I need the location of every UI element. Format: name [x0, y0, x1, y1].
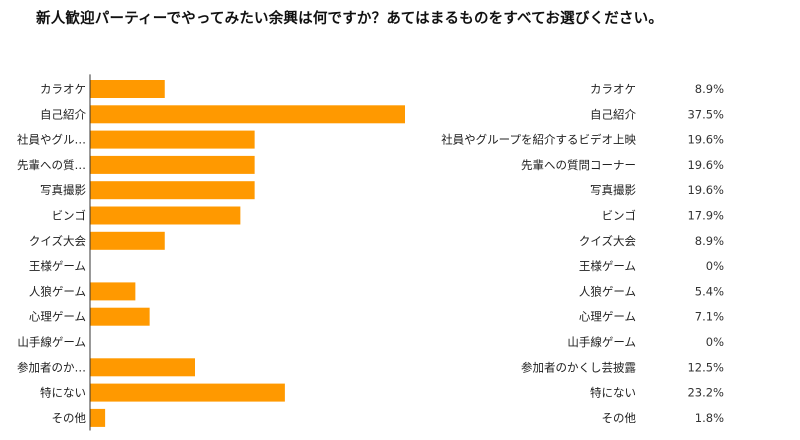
bar — [90, 282, 136, 301]
y-tick-label: 山手線ゲーム — [17, 335, 86, 349]
y-tick-label: 自己紹介 — [40, 107, 86, 121]
category-label: 心理ゲーム — [579, 310, 636, 324]
chart-title: 新人歓迎パーティーでやってみたい余興は何ですか？あてはまるものをすべてお選びくだ… — [36, 11, 664, 27]
y-tick-label: 参加者のか… — [17, 360, 86, 374]
value-label: 8.9% — [695, 82, 724, 96]
value-label: 12.5% — [687, 360, 724, 374]
category-label: 自己紹介 — [590, 107, 636, 121]
category-label: 特にない — [590, 386, 636, 400]
y-tick-label: 社員やグル… — [17, 133, 86, 147]
y-tick-label: 特にない — [40, 386, 86, 400]
value-label: 19.6% — [687, 133, 724, 147]
y-tick-label: ビンゴ — [52, 209, 87, 223]
right-category-labels-group: カラオケ自己紹介社員やグループを紹介するビデオ上映先輩への質問コーナー写真撮影ビ… — [441, 82, 636, 425]
bar — [90, 155, 255, 174]
bar — [90, 130, 255, 149]
bar — [90, 383, 285, 402]
value-label: 5.4% — [695, 284, 724, 298]
category-label: 山手線ゲーム — [567, 335, 636, 349]
y-tick-label: カラオケ — [40, 82, 86, 96]
category-label: 人狼ゲーム — [579, 284, 636, 298]
y-tick-label: クイズ大会 — [29, 234, 87, 248]
value-label: 1.8% — [695, 411, 724, 425]
bar — [90, 358, 195, 377]
value-label: 0% — [706, 259, 724, 273]
category-label: ビンゴ — [602, 209, 637, 223]
category-label: クイズ大会 — [579, 234, 637, 248]
value-label: 19.6% — [687, 183, 724, 197]
y-tick-label: 人狼ゲーム — [29, 284, 86, 298]
value-label: 8.9% — [695, 234, 724, 248]
y-tick-label: 写真撮影 — [40, 183, 86, 197]
bar — [90, 105, 405, 124]
y-tick-label: 心理ゲーム — [29, 310, 86, 324]
bar — [90, 408, 106, 427]
bar — [90, 181, 255, 200]
bar — [90, 206, 241, 225]
bars-group — [90, 80, 405, 427]
percentage-labels-group: 8.9% 37.5% 19.6% 19.6% 19.6% 17.9% 8.9% 0% 5.4% 7… — [687, 82, 724, 425]
category-label: カラオケ — [590, 82, 636, 96]
value-label: 37.5% — [687, 107, 724, 121]
value-label: 0% — [706, 335, 724, 349]
category-label: 社員やグループを紹介するビデオ上映 — [441, 133, 636, 147]
category-label: その他 — [602, 411, 637, 425]
category-label: 先輩への質問コーナー — [521, 158, 636, 172]
value-label: 17.9% — [687, 209, 724, 223]
y-tick-label: 王様ゲーム — [29, 259, 86, 273]
value-label: 7.1% — [695, 310, 724, 324]
category-label: 写真撮影 — [590, 183, 636, 197]
value-label: 19.6% — [687, 158, 724, 172]
bar — [90, 80, 165, 98]
category-label: 参加者のかくし芸披露 — [521, 360, 636, 374]
category-label: 王様ゲーム — [579, 259, 636, 273]
bar — [90, 307, 150, 326]
bar — [90, 231, 165, 250]
y-tick-label: その他 — [52, 411, 87, 425]
value-label: 23.2% — [687, 386, 724, 400]
y-tick-label: 先輩への質… — [17, 158, 86, 172]
